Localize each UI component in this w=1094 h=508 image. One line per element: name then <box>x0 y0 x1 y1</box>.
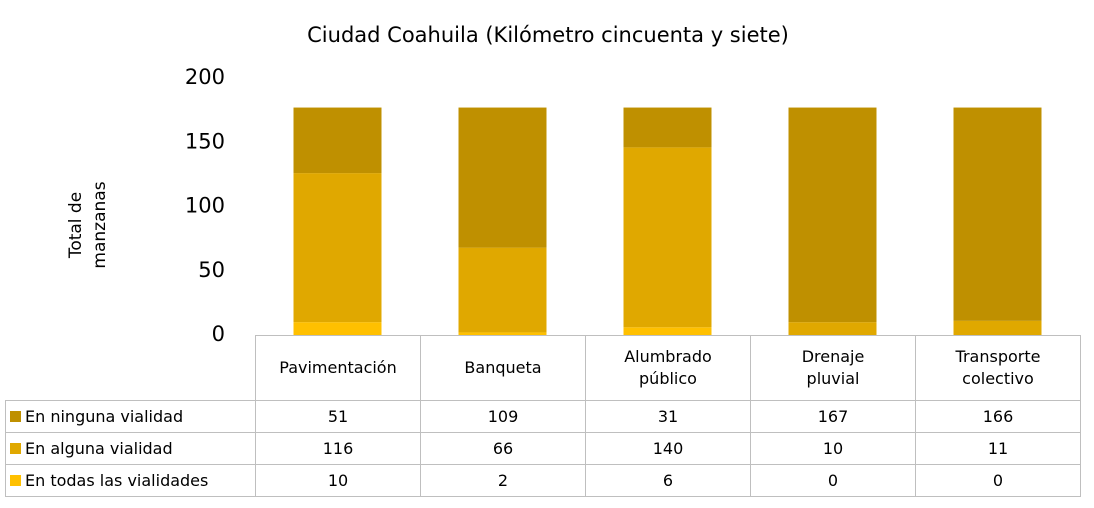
y-tick-label: 150 <box>185 129 225 153</box>
bar-segment <box>458 332 547 335</box>
bar-segment <box>293 107 382 174</box>
bar-segment <box>293 173 382 323</box>
bar-segment <box>623 327 712 335</box>
legend-cell: En todas las vialidades <box>5 464 256 497</box>
table-header-cell: Banqueta <box>420 335 586 401</box>
bar-segment <box>623 107 712 148</box>
bar-segment <box>788 107 877 323</box>
chart-title: Ciudad Coahuila (Kilómetro cincuenta y s… <box>307 23 789 47</box>
category-label: Transporte colectivo <box>955 347 1041 388</box>
y-tick-label: 50 <box>198 258 225 282</box>
table-value: 6 <box>585 464 751 497</box>
legend-swatch <box>10 443 21 454</box>
legend-cell: En ninguna vialidad <box>5 400 256 433</box>
table-value: 0 <box>915 464 1081 497</box>
table-value: 116 <box>255 432 421 465</box>
y-tick-label: 100 <box>185 194 225 218</box>
y-axis-label: Total de manzanas <box>66 181 110 268</box>
bar-segment <box>788 322 877 335</box>
bar-segment <box>953 320 1042 335</box>
legend-swatch <box>10 411 21 422</box>
table-header-cell: Pavimentación <box>255 335 421 401</box>
table-header-cell: Alumbrado público <box>585 335 751 401</box>
legend-swatch <box>10 475 21 486</box>
table-header-cell: Transporte colectivo <box>915 335 1081 401</box>
table-value: 31 <box>585 400 751 433</box>
legend-label: En ninguna vialidad <box>25 407 184 426</box>
table-value: 11 <box>915 432 1081 465</box>
table-value: 2 <box>420 464 586 497</box>
table-value: 51 <box>255 400 421 433</box>
y-tick-label: 0 <box>212 322 225 346</box>
legend-label: En todas las vialidades <box>25 471 209 490</box>
table-value: 66 <box>420 432 586 465</box>
table-value: 10 <box>255 464 421 497</box>
table-value: 167 <box>750 400 916 433</box>
category-label: Banqueta <box>464 358 542 377</box>
bar-segment <box>953 107 1042 321</box>
bar-segment <box>458 107 547 248</box>
table-header-cell: Drenaje pluvial <box>750 335 916 401</box>
category-label: Pavimentación <box>279 358 397 377</box>
category-label: Drenaje pluvial <box>801 347 865 388</box>
table-value: 109 <box>420 400 586 433</box>
table-value: 140 <box>585 432 751 465</box>
bar-segment <box>623 147 712 328</box>
category-label: Alumbrado público <box>624 347 712 388</box>
table-value: 0 <box>750 464 916 497</box>
table-value: 10 <box>750 432 916 465</box>
bar-segment <box>458 247 547 333</box>
legend-cell: En alguna vialidad <box>5 432 256 465</box>
table-value: 166 <box>915 400 1081 433</box>
y-tick-label: 200 <box>185 65 225 89</box>
bar-segment <box>293 322 382 335</box>
legend-label: En alguna vialidad <box>25 439 173 458</box>
